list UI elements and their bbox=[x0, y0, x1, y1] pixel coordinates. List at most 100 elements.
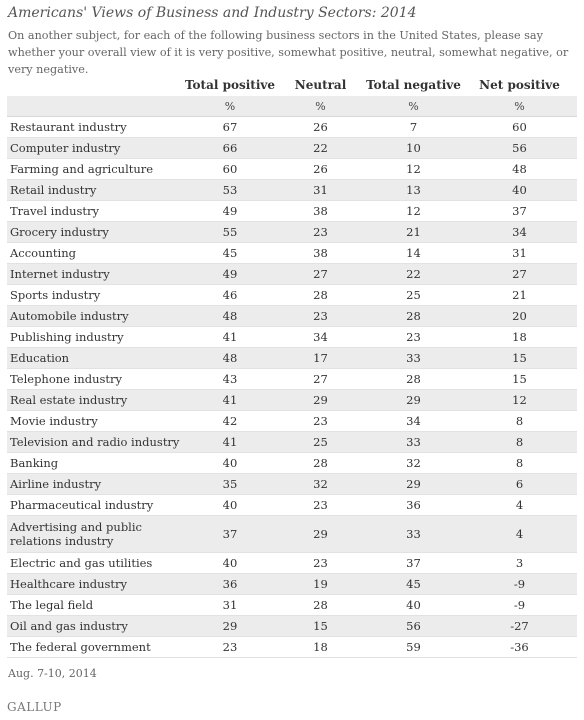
unit-cell: % bbox=[514, 99, 525, 113]
cell-neutral: 23 bbox=[313, 498, 328, 512]
cell-total-negative: 12 bbox=[406, 204, 421, 218]
cell-total-negative: 29 bbox=[406, 477, 421, 491]
table-row: Pharmaceutical industry 40 23 36 4 bbox=[7, 495, 577, 516]
cell-sector: Movie industry bbox=[10, 414, 98, 428]
cell-total-negative: 22 bbox=[406, 267, 421, 281]
cell-sector: Oil and gas industry bbox=[10, 619, 128, 633]
cell-total-negative: 21 bbox=[406, 225, 421, 239]
cell-neutral: 28 bbox=[313, 598, 328, 612]
cell-total-positive: 40 bbox=[222, 556, 238, 570]
cell-neutral: 29 bbox=[313, 393, 328, 407]
table-row: Television and radio industry 41 25 33 8 bbox=[7, 432, 577, 453]
cell-total-negative: 12 bbox=[406, 162, 421, 176]
cell-net-positive: 8 bbox=[515, 414, 524, 428]
cell-neutral: 15 bbox=[313, 619, 328, 633]
page-title: Americans' Views of Business and Industr… bbox=[8, 5, 417, 21]
cell-sector: Computer industry bbox=[10, 141, 121, 155]
table-row: Banking 40 28 32 8 bbox=[7, 453, 577, 474]
table-row: Education 48 17 33 15 bbox=[7, 348, 577, 369]
table-row: Accounting 45 38 14 31 bbox=[7, 243, 577, 264]
cell-neutral: 23 bbox=[313, 414, 328, 428]
cell-sector: Travel industry bbox=[10, 204, 100, 218]
cell-neutral: 17 bbox=[313, 351, 328, 365]
cell-total-positive: 41 bbox=[222, 435, 238, 449]
cell-sector: Sports industry bbox=[10, 288, 101, 302]
cell-total-negative: 33 bbox=[406, 435, 421, 449]
cell-total-negative: 45 bbox=[406, 577, 421, 591]
cell-neutral: 27 bbox=[313, 267, 328, 281]
cell-total-positive: 49 bbox=[222, 267, 238, 281]
cell-total-positive: 31 bbox=[222, 598, 238, 612]
table-row: Electric and gas utilities 40 23 37 3 bbox=[7, 553, 577, 574]
cell-net-positive: 56 bbox=[512, 141, 527, 155]
cell-neutral: 23 bbox=[313, 309, 328, 323]
header-net-positive: Net positive bbox=[479, 78, 560, 92]
cell-sector: Accounting bbox=[10, 246, 76, 260]
cell-sector: Publishing industry bbox=[10, 330, 124, 344]
table-row: Farming and agriculture 60 26 12 48 bbox=[7, 159, 577, 180]
cell-total-positive: 35 bbox=[222, 477, 238, 491]
table-row: Advertising and public relations industr… bbox=[7, 516, 577, 553]
cell-sector: Healthcare industry bbox=[10, 577, 128, 591]
cell-total-negative: 33 bbox=[406, 527, 421, 541]
cell-sector: Electric and gas utilities bbox=[10, 556, 153, 570]
unit-row: % % % % bbox=[7, 96, 577, 117]
cell-net-positive: 40 bbox=[512, 183, 527, 197]
cell-neutral: 28 bbox=[313, 456, 328, 470]
unit-cell: % bbox=[315, 99, 326, 113]
table-row: The federal government 23 18 59 -36 bbox=[7, 637, 577, 658]
table-row: Grocery industry 55 23 21 34 bbox=[7, 222, 577, 243]
cell-net-positive: 34 bbox=[512, 225, 527, 239]
cell-neutral: 25 bbox=[313, 435, 328, 449]
table-row: Retail industry 53 31 13 40 bbox=[7, 180, 577, 201]
cell-total-negative: 29 bbox=[406, 393, 421, 407]
survey-date: Aug. 7-10, 2014 bbox=[8, 667, 97, 680]
question-text: On another subject, for each of the foll… bbox=[8, 29, 569, 76]
header-neutral: Neutral bbox=[294, 78, 347, 92]
cell-total-negative: 34 bbox=[406, 414, 421, 428]
cell-neutral: 26 bbox=[313, 162, 328, 176]
table-row: The legal field 31 28 40 -9 bbox=[7, 595, 577, 616]
cell-total-positive: 48 bbox=[222, 309, 238, 323]
cell-sector: The legal field bbox=[10, 598, 94, 612]
cell-neutral: 38 bbox=[313, 246, 328, 260]
cell-total-positive: 46 bbox=[222, 288, 238, 302]
cell-neutral: 38 bbox=[313, 204, 328, 218]
cell-net-positive: 4 bbox=[515, 527, 524, 541]
table-body: Restaurant industry 67 26 7 60 Computer indus… bbox=[7, 117, 577, 658]
cell-sector: Advertising and public relations industr… bbox=[10, 520, 142, 548]
cell-neutral: 23 bbox=[313, 225, 328, 239]
cell-net-positive: 6 bbox=[515, 477, 524, 491]
cell-net-positive: 21 bbox=[512, 288, 527, 302]
table-row: Sports industry 46 28 25 21 bbox=[7, 285, 577, 306]
cell-sector: Telephone industry bbox=[10, 372, 122, 386]
cell-sector: Education bbox=[10, 351, 70, 365]
cell-neutral: 23 bbox=[313, 556, 328, 570]
cell-sector: Farming and agriculture bbox=[10, 162, 154, 176]
cell-total-positive: 60 bbox=[222, 162, 238, 176]
cell-net-positive: 4 bbox=[515, 498, 524, 512]
cell-neutral: 32 bbox=[313, 477, 328, 491]
cell-total-positive: 37 bbox=[222, 527, 238, 541]
cell-neutral: 22 bbox=[313, 141, 328, 155]
cell-total-positive: 43 bbox=[222, 372, 238, 386]
gallup-logo: GALLUP bbox=[7, 700, 62, 714]
table-row: Airline industry 35 32 29 6 bbox=[7, 474, 577, 495]
cell-sector: Banking bbox=[10, 456, 59, 470]
results-table: Total positive Neutral Total negative Ne… bbox=[7, 74, 577, 658]
cell-total-positive: 41 bbox=[222, 330, 238, 344]
cell-total-positive: 66 bbox=[222, 141, 238, 155]
cell-net-positive: -36 bbox=[510, 640, 529, 654]
cell-total-negative: 28 bbox=[406, 372, 421, 386]
table-header: Total positive Neutral Total negative Ne… bbox=[7, 74, 577, 96]
table-row: Internet industry 49 27 22 27 bbox=[7, 264, 577, 285]
cell-sector: Airline industry bbox=[10, 477, 102, 491]
cell-total-positive: 48 bbox=[222, 351, 238, 365]
cell-total-negative: 10 bbox=[406, 141, 421, 155]
table-row: Computer industry 66 22 10 56 bbox=[7, 138, 577, 159]
table-row: Publishing industry 41 34 23 18 bbox=[7, 327, 577, 348]
cell-sector: Automobile industry bbox=[10, 309, 129, 323]
cell-total-positive: 40 bbox=[222, 498, 238, 512]
cell-net-positive: 37 bbox=[512, 204, 527, 218]
